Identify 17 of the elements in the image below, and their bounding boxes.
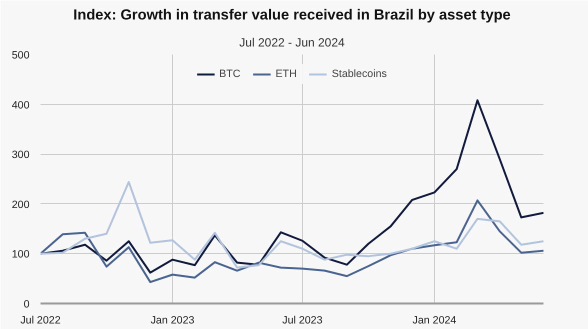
x-tick-label: Jul 2023 <box>282 314 323 326</box>
legend-label: Stablecoins <box>332 68 387 80</box>
y-tick-label: 100 <box>12 248 30 261</box>
x-tick-label: Jan 2023 <box>150 314 195 326</box>
chart-title: Index: Growth in transfer value received in Brazil by asset type <box>73 8 511 24</box>
line-series <box>40 199 544 284</box>
y-tick-label: 400 <box>12 99 30 112</box>
legend-label: BTC <box>219 68 240 80</box>
chart-subtitle: Jul 2022 - Jun 2024 <box>239 36 346 50</box>
y-tick-label: 0 <box>24 298 30 310</box>
x-tick-label: Jan 2024 <box>412 314 456 326</box>
legend-label: ETH <box>275 68 297 80</box>
x-tick-label: Jul 2022 <box>20 314 61 326</box>
y-tick-label: 500 <box>12 50 30 62</box>
line-series <box>40 180 544 269</box>
y-tick-label: 300 <box>12 149 30 162</box>
y-tick-label: 200 <box>12 198 30 211</box>
